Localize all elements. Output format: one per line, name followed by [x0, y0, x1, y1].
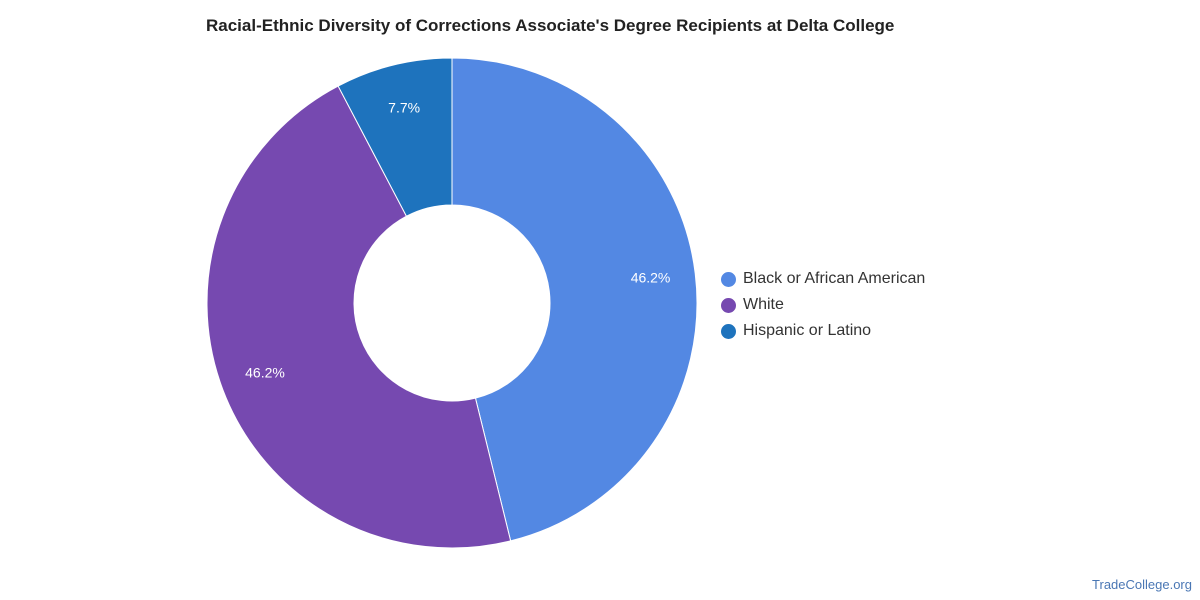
source-credit[interactable]: TradeCollege.org [1092, 577, 1192, 592]
slice-black-or-african-american[interactable] [451, 57, 698, 542]
slice-label-hispanic-or-latino: 7.7% [388, 100, 420, 116]
legend-label-black-or-african-american: Black or African American [743, 270, 926, 287]
chart-legend: Black or African American White Hispanic… [721, 266, 925, 344]
slice-white[interactable] [206, 85, 512, 549]
chart-title: Racial-Ethnic Diversity of Corrections A… [206, 16, 895, 35]
slice-label-white: 46.2% [245, 365, 285, 381]
legend-swatch-hispanic-or-latino [721, 323, 736, 339]
slice-label-black-or-african-american: 46.2% [631, 270, 671, 286]
legend-label-white: White [743, 296, 784, 313]
legend-label-hispanic-or-latino: Hispanic or Latino [743, 322, 872, 339]
legend-swatch-white [721, 297, 736, 313]
slice-hispanic-or-latino[interactable] [337, 57, 453, 217]
legend-item-black-or-african-american[interactable]: Black or African American [721, 266, 925, 292]
legend-item-hispanic-or-latino[interactable]: Hispanic or Latino [721, 318, 925, 344]
legend-item-white[interactable]: White [721, 292, 925, 318]
legend-swatch-black-or-african-american [721, 271, 736, 287]
